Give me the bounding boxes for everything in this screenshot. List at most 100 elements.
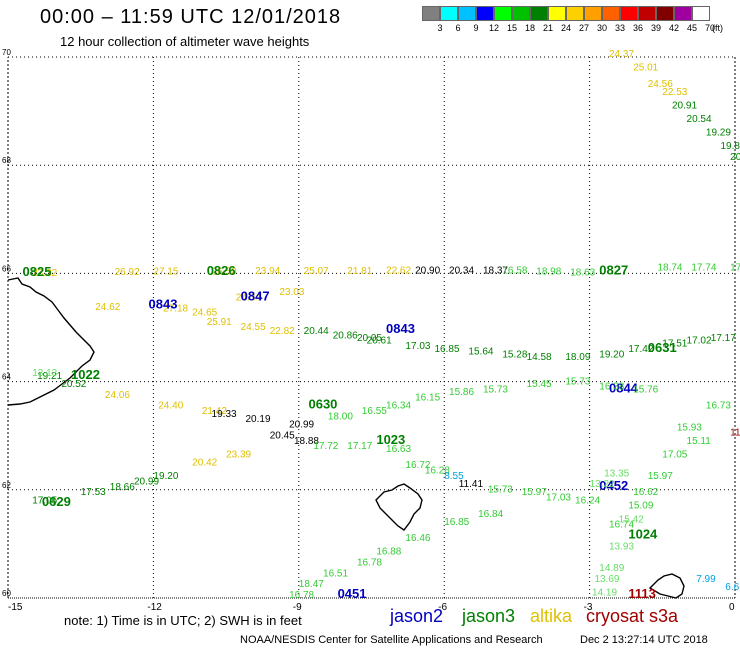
wave-height-label: 17.0: [730, 263, 740, 274]
map-title: 00:00 – 11:59 UTC 12/01/2018: [40, 6, 342, 28]
color-scale-label: 33: [614, 23, 625, 33]
wave-height-label: 0847: [241, 288, 270, 303]
wave-height-label: 25.07: [304, 266, 329, 277]
wave-height-label: 17.72: [313, 441, 338, 452]
wave-height-label: 17.42: [628, 344, 653, 355]
color-scale-label: 3: [437, 23, 443, 33]
wave-height-label: 26.92: [115, 267, 140, 278]
color-swatch: [584, 6, 602, 21]
wave-height-label: 17.02: [687, 336, 712, 347]
color-swatch: [674, 6, 692, 21]
wave-height-label: 20.34: [449, 265, 474, 276]
wave-height-label: 16.78: [357, 558, 382, 569]
wave-height-label: 1023: [376, 432, 405, 447]
wave-height-label: 13.69: [594, 574, 619, 585]
wave-height-label: 15.64: [468, 347, 493, 358]
wave-height-label: 18.88: [294, 436, 319, 447]
wave-height-label: 8.55: [444, 471, 464, 482]
color-scale-label: 27: [578, 23, 589, 33]
color-swatch: [620, 6, 638, 21]
wave-height-label: 16.58: [502, 265, 527, 276]
wave-height-label: 15.73: [488, 485, 513, 496]
wave-height-label: 14.19: [592, 587, 617, 598]
wave-height-label: 16.15: [415, 393, 440, 404]
x-tick-label: 0: [729, 602, 735, 613]
wave-height-label: 19.83: [720, 141, 740, 152]
wave-height-label: 15.73: [565, 376, 590, 387]
color-swatch: [458, 6, 476, 21]
wave-height-label: 24.34: [236, 292, 261, 303]
wave-height-label: 17.51: [662, 338, 687, 349]
wave-height-label: 0451: [338, 586, 367, 601]
wave-height-label: 0631: [648, 340, 677, 355]
wave-height-label: 21.81: [347, 266, 372, 277]
wave-height-label: 24.56: [648, 79, 673, 90]
wave-height-label: 1024: [628, 526, 658, 541]
color-scale-label: 24: [560, 23, 571, 33]
wave-height-label: 16.78: [289, 590, 314, 601]
color-scale-label: 39: [650, 23, 661, 33]
wave-height-label: 20.05: [357, 333, 382, 344]
wave-height-label: 19.20: [153, 471, 178, 482]
wave-height-label: 17.17: [347, 441, 372, 452]
legend-entry-altika: altika: [530, 606, 573, 626]
wave-height-label: 15.97: [522, 487, 547, 498]
wave-height-label: 17.17: [711, 333, 736, 344]
wave-height-label: 26.50: [212, 266, 237, 277]
color-swatch: [422, 6, 440, 21]
wave-height-label: 20.44: [304, 326, 329, 337]
wave-height-label: 13.35: [604, 468, 629, 479]
wave-height-label: 23.39: [226, 449, 251, 460]
wave-height-label: 0452: [599, 478, 628, 493]
wave-height-label: 20.54: [687, 114, 712, 125]
faroe-islands-coast: [375, 483, 423, 531]
wave-height-label: 17.05: [662, 449, 687, 460]
wave-height-label: 16.46: [405, 533, 430, 544]
x-tick-label: -6: [438, 602, 447, 613]
color-scale-label: 30: [596, 23, 607, 33]
wave-height-label: 0843: [149, 297, 178, 312]
wave-height-label: 18.00: [328, 411, 353, 422]
wave-height-label: 22.53: [662, 87, 687, 98]
wave-height-label: 15.97: [648, 471, 673, 482]
legend-entry-cryosat-s3a: cryosat s3a: [586, 606, 679, 626]
wave-height-label: 15.45: [527, 379, 552, 390]
wave-height-label: 24.40: [158, 401, 183, 412]
wave-height-label: 17.53: [81, 487, 106, 498]
color-scale-label: 12: [488, 23, 499, 33]
wave-height-label: 22.62: [386, 265, 411, 276]
wave-height-label: 18.37: [483, 265, 508, 276]
wave-height-label: 18.74: [657, 263, 682, 274]
wave-height-label: 15.09: [628, 501, 653, 512]
wave-height-label: 14.89: [599, 563, 624, 574]
color-swatch: [440, 6, 458, 21]
wave-height-label: 15.73: [483, 384, 508, 395]
y-tick-label: 62: [2, 481, 11, 490]
color-swatch: [494, 6, 512, 21]
color-scale-label: 70: [704, 23, 715, 33]
x-tick-label: -15: [8, 602, 23, 613]
color-scale-label: 6: [455, 23, 461, 33]
wave-height-label: 17.05: [32, 495, 57, 506]
wave-height-label: 16.38: [599, 382, 624, 393]
wave-height-label: 0844: [609, 380, 639, 395]
wave-height-label: 15.11: [687, 436, 712, 447]
wave-height-label: 19.21: [37, 371, 62, 382]
wave-height-label: 18.98: [536, 266, 561, 277]
wave-height-label: 13.93: [609, 541, 634, 552]
wave-height-label: 22.82: [270, 326, 295, 337]
y-tick-label: 70: [2, 48, 11, 57]
legend-entry-jason3: jason3: [462, 606, 516, 626]
color-swatch: [602, 6, 620, 21]
wave-height-label: 24.55: [241, 322, 266, 333]
wave-height-label: 0843: [386, 321, 415, 336]
color-swatch: [692, 6, 710, 21]
wave-height-label: 0826: [207, 263, 236, 278]
color-swatch: [656, 6, 674, 21]
y-tick-label: 66: [2, 264, 11, 273]
wave-height-label: 18.47: [299, 579, 324, 590]
wave-height-label: 17.74: [691, 263, 716, 274]
wave-height-label: 16.51: [323, 568, 348, 579]
wave-height-label: 0629: [42, 494, 71, 509]
